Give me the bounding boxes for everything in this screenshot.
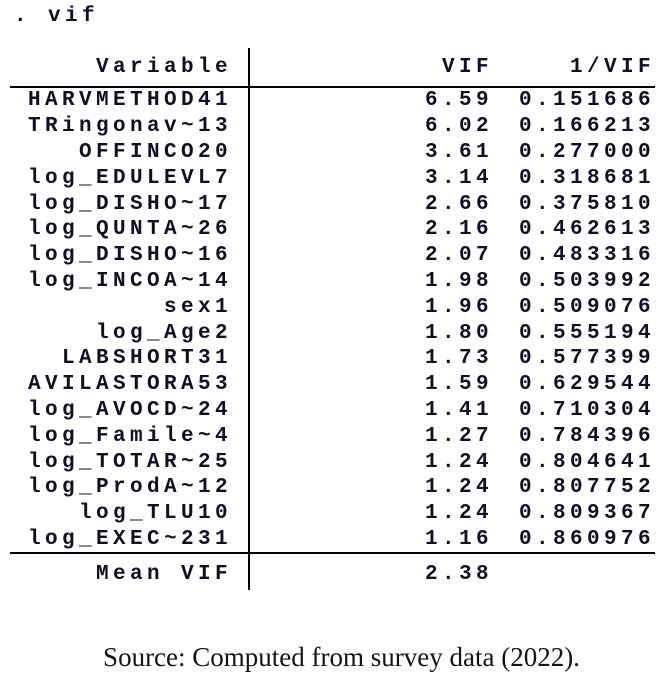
table-row: log_Age2 1.80 0.555194 <box>10 320 655 346</box>
cell-vif: 6.59 <box>424 89 493 113</box>
cell-vif: 3.61 <box>424 140 493 164</box>
cell-inv-vif: 0.277000 <box>518 140 655 164</box>
cell-inv-vif: 0.318681 <box>518 166 655 190</box>
cell-variable: HARVMETHOD41 <box>27 89 232 113</box>
footer-rule <box>10 552 655 555</box>
cell-inv-vif: 0.375810 <box>518 192 655 216</box>
cell-variable: log_QUNTA~26 <box>27 218 232 242</box>
cell-variable: log_DISHO~17 <box>27 192 232 216</box>
column-header-inv-vif: 1/VIF <box>569 55 655 79</box>
table-row: AVILASTORA53 1.59 0.629544 <box>10 372 655 398</box>
cell-inv-vif: 0.483316 <box>518 244 655 268</box>
cell-variable: log_DISHO~16 <box>27 244 232 268</box>
cell-variable: log_ProdA~12 <box>27 476 232 500</box>
cell-inv-vif: 0.166213 <box>518 115 655 139</box>
cell-vif: 2.07 <box>424 244 493 268</box>
cell-inv-vif: 0.860976 <box>518 527 655 551</box>
cell-inv-vif: 0.555194 <box>518 321 655 345</box>
cell-vif: 2.66 <box>424 192 493 216</box>
cell-inv-vif: 0.710304 <box>518 398 655 422</box>
cell-vif: 1.98 <box>424 269 493 293</box>
column-header-variable: Variable <box>95 55 232 79</box>
cell-vif: 1.27 <box>424 424 493 448</box>
table-row: OFFINCO20 3.61 0.277000 <box>10 140 655 166</box>
column-header-vif: VIF <box>441 55 493 79</box>
cell-vif: 1.24 <box>424 450 493 474</box>
table-row: log_INCOA~14 1.98 0.503992 <box>10 269 655 295</box>
cell-vif: 1.24 <box>424 476 493 500</box>
cell-vif: 2.16 <box>424 218 493 242</box>
table-row: log_Famile~4 1.27 0.784396 <box>10 423 655 449</box>
cell-variable: log_INCOA~14 <box>27 269 232 293</box>
table-row: log_EXEC~231 1.16 0.860976 <box>10 527 655 553</box>
cell-variable: log_TOTAR~25 <box>27 450 232 474</box>
table-row: log_TLU10 1.24 0.809367 <box>10 501 655 527</box>
cell-variable: AVILASTORA53 <box>27 373 232 397</box>
table-header-row: Variable VIF 1/VIF <box>10 48 655 86</box>
table-row: log_ProdA~12 1.24 0.807752 <box>10 475 655 501</box>
table-row: log_EDULEVL7 3.14 0.318681 <box>10 165 655 191</box>
table-row: sex1 1.96 0.509076 <box>10 294 655 320</box>
table-row: log_DISHO~16 2.07 0.483316 <box>10 243 655 269</box>
cell-inv-vif: 0.804641 <box>518 450 655 474</box>
cell-vif: 6.02 <box>424 115 493 139</box>
table-row: log_QUNTA~26 2.16 0.462613 <box>10 217 655 243</box>
mean-vif-row: Mean VIF 2.38 <box>10 554 655 594</box>
cell-inv-vif: 0.462613 <box>518 218 655 242</box>
cell-variable: log_AVOCD~24 <box>27 398 232 422</box>
table-row: HARVMETHOD41 6.59 0.151686 <box>10 88 655 114</box>
cell-variable: OFFINCO20 <box>78 140 232 164</box>
cell-inv-vif: 0.509076 <box>518 295 655 319</box>
cell-variable: TRingonav~13 <box>27 115 232 139</box>
cell-variable: log_TLU10 <box>78 502 232 526</box>
mean-vif-value: 2.38 <box>424 562 493 586</box>
cell-inv-vif: 0.809367 <box>518 502 655 526</box>
cell-inv-vif: 0.577399 <box>518 347 655 371</box>
cell-variable: log_Age2 <box>95 321 232 345</box>
cell-variable: sex1 <box>163 295 232 319</box>
cell-inv-vif: 0.807752 <box>518 476 655 500</box>
cell-variable: log_Famile~4 <box>27 424 232 448</box>
cell-variable: LABSHORT31 <box>61 347 232 371</box>
table-row: log_AVOCD~24 1.41 0.710304 <box>10 398 655 424</box>
cell-vif: 1.73 <box>424 347 493 371</box>
mean-vif-label: Mean VIF <box>95 562 232 586</box>
cell-vif: 3.14 <box>424 166 493 190</box>
table-row: LABSHORT31 1.73 0.577399 <box>10 346 655 372</box>
cell-inv-vif: 0.151686 <box>518 89 655 113</box>
cell-vif: 1.41 <box>424 398 493 422</box>
cell-inv-vif: 0.629544 <box>518 373 655 397</box>
source-caption: Source: Computed from survey data (2022)… <box>103 642 580 672</box>
cell-inv-vif: 0.503992 <box>518 269 655 293</box>
cell-vif: 1.24 <box>424 502 493 526</box>
cell-vif: 1.80 <box>424 321 493 345</box>
table-row: log_DISHO~17 2.66 0.375810 <box>10 191 655 217</box>
cell-variable: log_EDULEVL7 <box>27 166 232 190</box>
table-row: log_TOTAR~25 1.24 0.804641 <box>10 449 655 475</box>
stata-command: . vif <box>14 5 100 28</box>
cell-vif: 1.96 <box>424 295 493 319</box>
column-divider-rule <box>248 48 250 590</box>
header-rule <box>10 86 655 88</box>
vif-table-body: HARVMETHOD41 6.59 0.151686 TRingonav~13 … <box>10 88 655 552</box>
vif-table: Variable VIF 1/VIF HARVMETHOD41 6.59 0.1… <box>10 48 655 594</box>
cell-vif: 1.59 <box>424 373 493 397</box>
cell-vif: 1.16 <box>424 527 493 551</box>
cell-variable: log_EXEC~231 <box>27 527 232 551</box>
table-row: TRingonav~13 6.02 0.166213 <box>10 114 655 140</box>
cell-inv-vif: 0.784396 <box>518 424 655 448</box>
